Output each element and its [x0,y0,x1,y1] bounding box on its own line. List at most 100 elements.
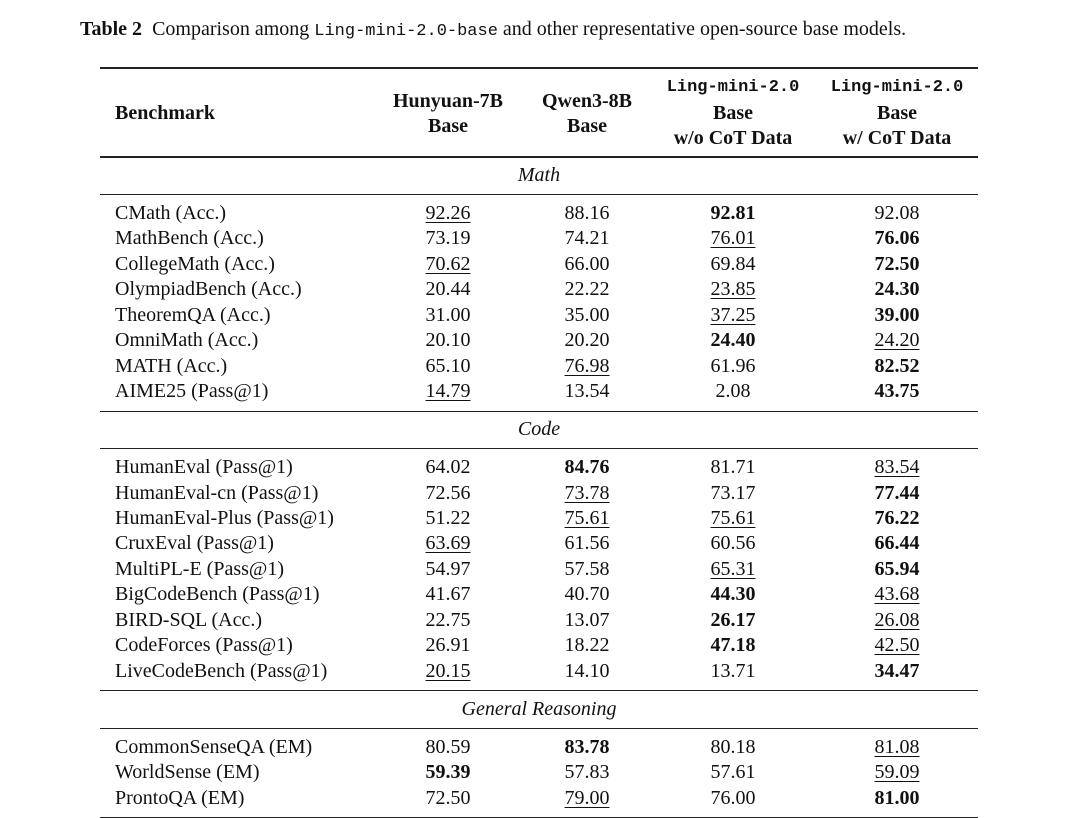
table-rule [100,67,978,69]
table-cell: 65.31 [710,557,756,580]
row-label: HumanEval-cn (Pass@1) [115,481,319,504]
table-cell: 63.69 [425,532,471,555]
table-cell: 92.26 [425,202,471,224]
table-cell: 73.78 [564,481,610,504]
table-cell: 80.59 [425,735,471,758]
table-rule [100,410,978,412]
table-cell: 31.00 [425,303,471,326]
table-cell: 57.58 [564,557,610,580]
table-cell: 20.10 [425,329,471,352]
table-cell: 92.08 [874,202,920,224]
caption-text: Comparison among [152,18,310,40]
table-cell: 59.39 [425,761,471,784]
row-label: BIRD-SQL (Acc.) [115,608,263,631]
table-cell: 73.19 [425,227,471,250]
row-label: OlympiadBench (Acc.) [115,278,302,301]
table-cell: 39.00 [874,303,920,326]
column-header: Hunyuan-7B [392,89,504,112]
table-cell: 26.17 [710,608,756,631]
table-cell: 84.76 [564,456,610,479]
table-cell: 72.50 [874,252,920,275]
table-cell: 76.00 [710,786,756,809]
table-cell: 18.22 [564,634,610,657]
row-label: CMath (Acc.) [115,202,227,224]
table-cell: 20.44 [425,278,471,301]
table-cell: 37.25 [710,303,756,326]
table-cell: 66.00 [564,252,610,275]
table-cell: 20.20 [564,329,610,352]
table-cell: 13.71 [710,659,756,682]
table-cell: 69.84 [710,252,756,275]
caption-text: and other representative open-source bas… [502,18,907,40]
table-cell: 82.52 [874,354,920,377]
row-label: CruxEval (Pass@1) [115,532,274,555]
table-cell: 73.17 [710,481,756,504]
table-cell: 26.91 [425,634,471,657]
column-header: Base [567,114,607,137]
table-cell: 81.71 [710,456,756,479]
table-cell: 61.56 [564,532,610,555]
table-cell: 57.83 [564,761,610,784]
row-label: MultiPL-E (Pass@1) [115,557,284,580]
table-rule [100,156,978,158]
table-cell: 61.96 [710,354,756,377]
table-cell: 83.54 [874,456,920,479]
column-header: Base [713,102,753,124]
column-header: Benchmark [115,102,215,124]
table-cell: 75.61 [710,507,756,529]
table-cell: 81.00 [874,786,920,809]
table-cell: 74.21 [564,227,610,250]
table-cell: 13.07 [564,608,610,631]
table-cell: 34.47 [874,659,920,682]
table-cell: 57.61 [710,761,756,784]
row-label: ProntoQA (EM) [115,786,245,809]
table-cell: 80.18 [710,735,756,758]
row-label: CommonSenseQA (EM) [115,735,313,758]
table-rule [100,690,978,692]
table-cell: 81.08 [874,735,920,758]
table-cell: 76.22 [874,507,920,529]
row-label: MathBench (Acc.) [115,227,264,250]
row-label: CodeForces (Pass@1) [115,634,293,657]
table-cell: 22.22 [564,278,610,301]
row-label: OmniMath (Acc.) [115,329,259,352]
table-cell: 47.18 [710,634,756,657]
table-cell: 59.09 [874,761,920,784]
row-label: HumanEval-Plus (Pass@1) [115,507,334,529]
table-cell: 77.44 [874,481,920,504]
row-label: HumanEval (Pass@1) [115,456,293,479]
table-cell: 42.50 [874,634,920,657]
table-cell: 43.68 [874,583,920,606]
table-cell: 76.98 [564,354,610,377]
table-rule [100,448,978,450]
table-cell: 14.10 [564,659,610,682]
row-label: LiveCodeBench (Pass@1) [115,659,328,682]
table-cell: 51.22 [425,507,471,529]
table-cell: 76.06 [874,227,920,250]
row-label: MATH (Acc.) [115,354,228,377]
table-cell: 20.15 [425,659,471,682]
section-title: Code [517,418,561,441]
caption: Table 2 Comparison among Ling-mini-2.0-b… [80,18,906,41]
table-cell: 26.08 [874,608,920,631]
table-cell: 66.44 [874,532,920,555]
section-title: Math [517,164,561,186]
table-cell: 54.97 [425,557,471,580]
row-label: WorldSense (EM) [115,761,260,784]
table-rule [100,727,978,729]
table-cell: 60.56 [710,532,756,555]
table-rule [100,194,978,196]
section-title: General Reasoning [461,697,617,720]
table-cell: 24.20 [874,329,920,352]
table-cell: 92.81 [710,202,756,224]
row-label: CollegeMath (Acc.) [115,252,275,275]
table-cell: 40.70 [564,583,610,606]
table-cell: 14.79 [425,380,471,403]
table-cell: 65.10 [425,354,471,377]
column-header: Base [428,114,468,137]
table-cell: 75.61 [564,507,610,529]
table-cell: 72.56 [425,481,471,504]
table-cell: 43.75 [874,380,920,403]
table-cell: 35.00 [564,303,610,326]
column-header: Base [877,102,917,124]
